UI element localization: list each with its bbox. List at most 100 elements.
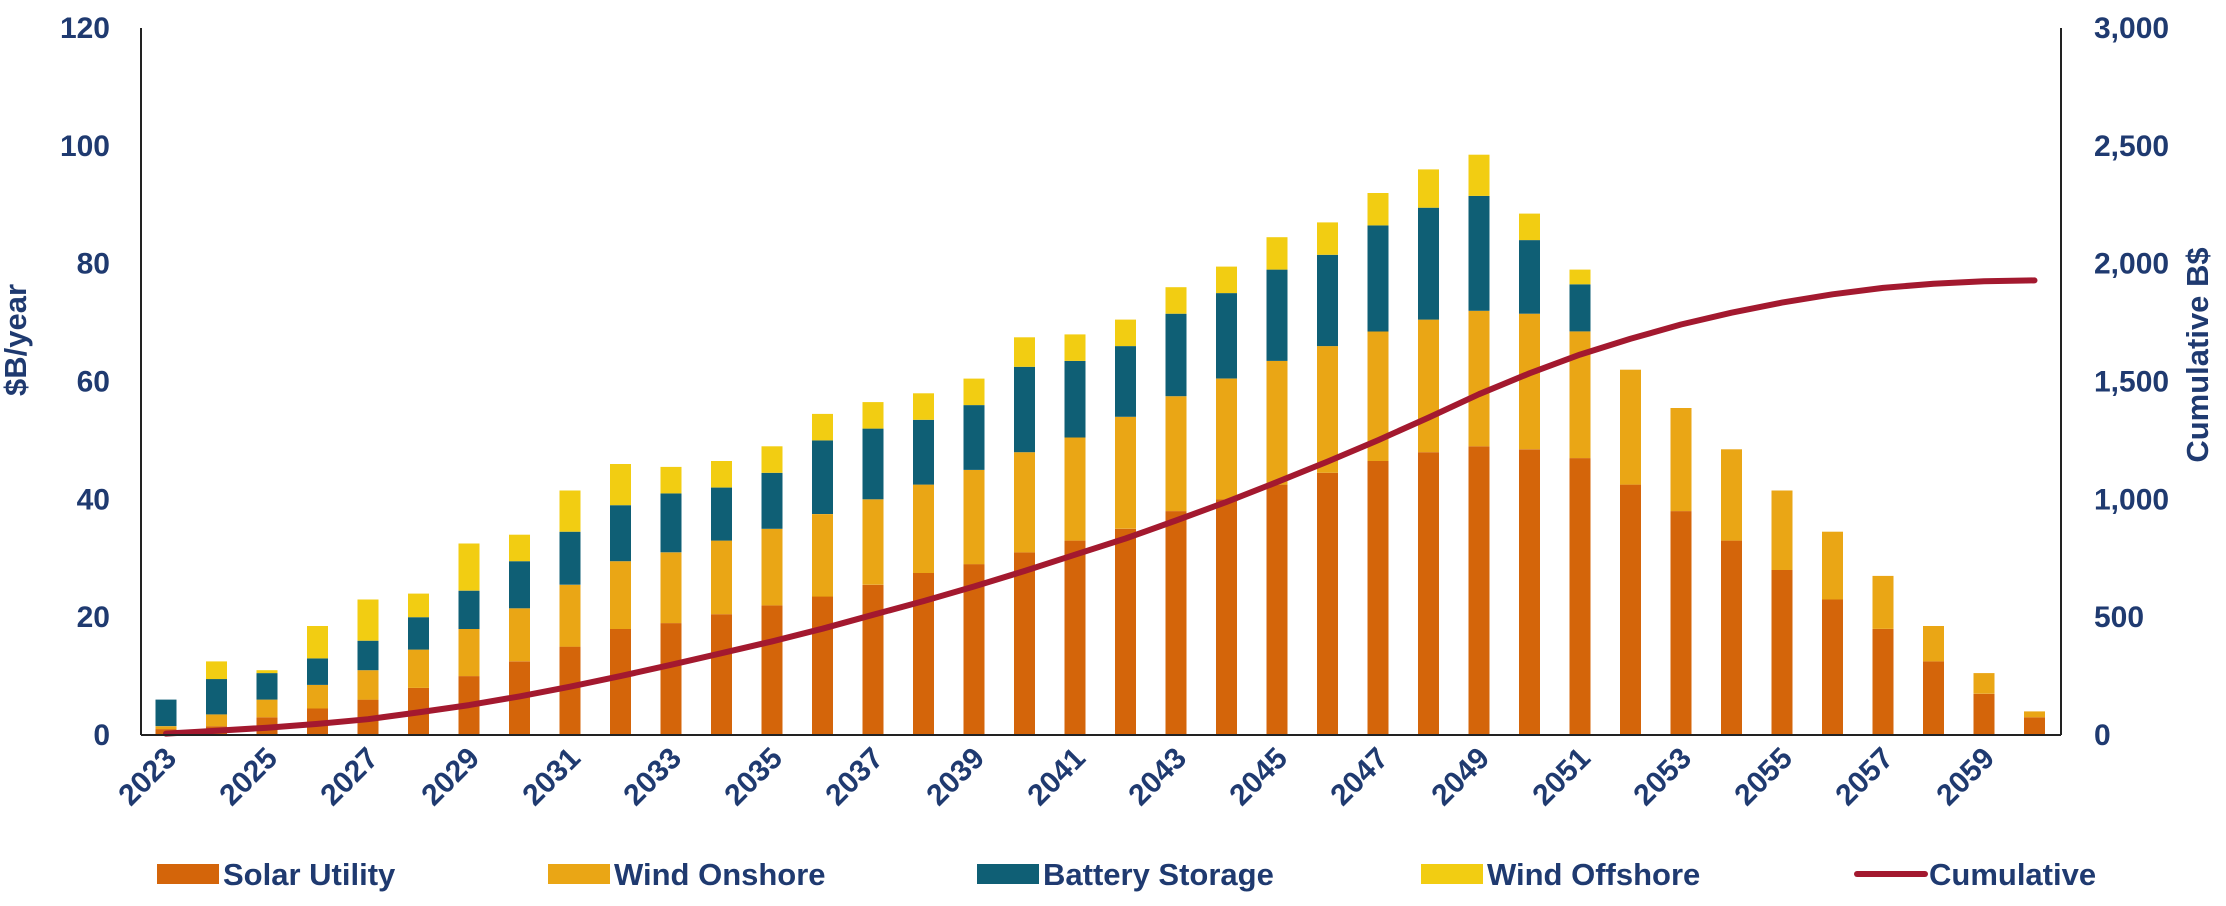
bar-wind-offshore-2050 (1519, 213, 1540, 241)
bar-solar-utility-2056 (1822, 599, 1843, 735)
bar-wind-offshore-2039 (963, 378, 985, 406)
cumulative-line (163, 277, 2038, 737)
y-tick-label: 60 (77, 366, 110, 399)
bar-wind-onshore-2035 (761, 528, 783, 606)
bar-wind-onshore-2051 (1569, 331, 1591, 459)
bar-wind-offshore-2046 (1317, 222, 1338, 255)
bar-battery-storage-2033 (660, 493, 682, 553)
x-tick-label: 2035 (718, 742, 789, 813)
x-tick-label: 2027 (314, 742, 385, 813)
bar-wind-offshore-2024 (206, 661, 227, 680)
bar-solar-utility-2055 (1771, 570, 1793, 735)
bar-wind-onshore-2040 (1014, 452, 1035, 553)
bar-wind-onshore-2042 (1115, 416, 1136, 529)
y-tick-label: 0 (93, 719, 110, 752)
bar-wind-onshore-2057 (1872, 575, 1894, 629)
x-tick-label: 2051 (1526, 742, 1597, 813)
bar-solar-utility-2053 (1670, 511, 1692, 735)
bar-wind-offshore-2049 (1468, 154, 1490, 196)
y2-axis-title: Cumulative B$ (2180, 247, 2215, 462)
bar-battery-storage-2040 (1014, 366, 1035, 453)
bar-wind-onshore-2032 (610, 561, 631, 629)
bar-battery-storage-2026 (307, 658, 328, 685)
bar-battery-storage-2043 (1165, 313, 1187, 397)
legend-label-wind-onshore: Wind Onshore (614, 857, 826, 892)
bar-solar-utility-2051 (1569, 458, 1591, 735)
bar-solar-utility-2036 (812, 596, 833, 735)
bar-battery-storage-2025 (256, 673, 278, 700)
bar-battery-storage-2039 (963, 405, 985, 470)
bar-battery-storage-2042 (1115, 346, 1136, 417)
bar-wind-offshore-2047 (1367, 193, 1389, 226)
bar-battery-storage-2036 (812, 440, 833, 514)
bar-battery-storage-2024 (206, 679, 227, 715)
bar-wind-offshore-2033 (660, 466, 682, 494)
bar-wind-onshore-2025 (256, 699, 278, 718)
bar-solar-utility-2052 (1620, 484, 1641, 735)
bar-battery-storage-2041 (1064, 360, 1086, 438)
bar-wind-offshore-2038 (913, 393, 934, 420)
bar-wind-offshore-2045 (1266, 237, 1288, 270)
x-tick-label: 2053 (1627, 742, 1698, 813)
legend-label-wind-offshore: Wind Offshore (1487, 857, 1700, 892)
bar-wind-onshore-2055 (1771, 490, 1793, 570)
bar-wind-onshore-2039 (963, 469, 985, 565)
x-tick-label: 2045 (1223, 742, 1294, 813)
legend-swatch-wind-offshore (1421, 864, 1483, 884)
bar-battery-storage-2048 (1418, 207, 1439, 320)
x-tick-label: 2059 (1930, 742, 2001, 813)
bar-solar-utility-2048 (1418, 452, 1439, 735)
bar-wind-offshore-2037 (862, 402, 884, 429)
y2-tick-label: 2,500 (2094, 130, 2169, 163)
bar-solar-utility-2057 (1872, 629, 1894, 735)
bar-battery-storage-2046 (1317, 254, 1338, 347)
y2-tick-label: 0 (2094, 719, 2111, 752)
y-axis-title: $B/year (0, 284, 33, 396)
bar-wind-onshore-2027 (357, 670, 379, 700)
bar-solar-utility-2059 (1973, 693, 1995, 735)
bar-solar-utility-2034 (711, 614, 732, 735)
bar-wind-onshore-2023 (155, 726, 177, 730)
bar-wind-offshore-2048 (1418, 169, 1439, 208)
left-tick-labels: 0 20 40 60 80 100 120 (60, 12, 110, 752)
bar-battery-storage-2049 (1468, 195, 1490, 311)
x-tick-labels: 2023 2025 2027 2029 2031 2033 2035 2037 2039 2041… (112, 742, 2001, 813)
bar-wind-onshore-2034 (711, 540, 732, 615)
bar-wind-onshore-2056 (1822, 531, 1843, 600)
line-layer (163, 277, 2038, 737)
legend: Solar Utility Wind Onshore Battery Storage… (157, 857, 2096, 892)
x-tick-label: 2049 (1425, 742, 1496, 813)
bar-battery-storage-2038 (913, 419, 934, 485)
bar-battery-storage-2035 (761, 472, 783, 529)
bar-solar-utility-2038 (913, 573, 934, 735)
bar-solar-utility-2054 (1721, 540, 1742, 735)
bar-wind-offshore-2027 (357, 599, 379, 641)
y2-tick-label: 3,000 (2094, 12, 2169, 45)
x-tick-label: 2025 (213, 742, 284, 813)
bar-battery-storage-2032 (610, 505, 631, 562)
bar-solar-utility-2047 (1367, 461, 1389, 735)
bar-wind-offshore-2044 (1216, 266, 1237, 294)
right-tick-labels: 0 500 1,000 1,500 2,000 2,500 3,000 (2094, 12, 2169, 752)
bar-battery-storage-2044 (1216, 293, 1237, 379)
bar-wind-offshore-2030 (509, 534, 530, 562)
bar-wind-onshore-2026 (307, 684, 328, 709)
bar-battery-storage-2028 (408, 617, 429, 650)
y2-tick-label: 1,000 (2094, 483, 2169, 516)
y2-tick-label: 1,500 (2094, 366, 2169, 399)
bar-wind-offshore-2031 (559, 490, 581, 532)
bar-solar-utility-2044 (1216, 499, 1237, 735)
bar-wind-onshore-2050 (1519, 313, 1540, 450)
bar-wind-onshore-2049 (1468, 310, 1490, 447)
bar-battery-storage-2031 (559, 531, 581, 585)
bar-wind-onshore-2041 (1064, 437, 1086, 541)
x-tick-label: 2041 (1021, 742, 1092, 813)
bar-wind-offshore-2042 (1115, 319, 1136, 347)
bar-wind-onshore-2045 (1266, 360, 1288, 485)
bar-wind-offshore-2026 (307, 626, 328, 659)
bar-battery-storage-2050 (1519, 240, 1540, 314)
legend-swatch-battery-storage (977, 864, 1039, 884)
bar-wind-onshore-2044 (1216, 378, 1237, 500)
bar-wind-onshore-2037 (862, 499, 884, 585)
